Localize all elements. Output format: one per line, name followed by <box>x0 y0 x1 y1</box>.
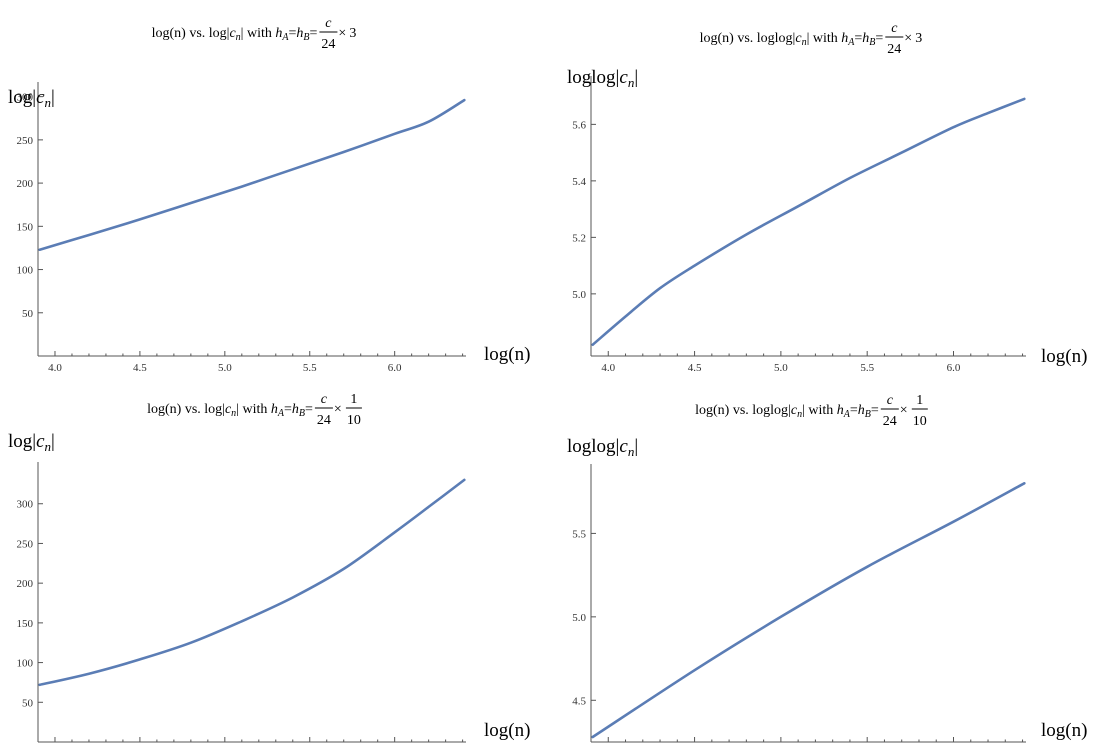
x-tick-label: 6.0 <box>388 362 402 374</box>
x-tick-label: 5.5 <box>860 362 874 374</box>
x-axis-label: log(n) <box>484 720 530 741</box>
series-line <box>38 98 466 251</box>
fraction-denominator: 24 <box>317 413 331 428</box>
fraction-numerator: c <box>321 392 328 407</box>
fraction-numerator: c <box>891 21 898 36</box>
y-axis-label: loglog|cn| <box>567 436 638 459</box>
title-fraction: c 24 <box>885 21 904 57</box>
x-axis-label: log(n) <box>1041 720 1087 741</box>
fraction-numerator: 1 <box>350 392 357 407</box>
times-sign: × <box>334 402 342 417</box>
fraction-denominator: 10 <box>347 413 361 428</box>
y-tick-label: 5.4 <box>572 176 586 188</box>
chart-title-text: log(n) vs. log|cn| with hA=hB= <box>147 402 313 419</box>
chart-title-text: log(n) vs. loglog|cn| with hA=hB= <box>700 31 884 48</box>
x-tick-label: 5.0 <box>218 362 232 374</box>
y-tick-label: 100 <box>17 658 34 670</box>
fraction-denominator: 24 <box>883 414 897 429</box>
y-tick-label: 5.2 <box>572 232 586 244</box>
fraction-denominator: 24 <box>321 37 335 52</box>
y-tick-label: 5.0 <box>572 612 586 624</box>
y-tick-label: 200 <box>17 578 34 590</box>
y-tick-label: 100 <box>17 265 34 277</box>
y-tick-label: 300 <box>17 92 34 104</box>
title-fraction-2: 110 <box>345 392 362 428</box>
fraction-numerator: c <box>887 393 894 408</box>
y-tick-label: 5.6 <box>572 119 586 131</box>
y-tick-label: 250 <box>17 135 34 147</box>
y-tick-label: 5.0 <box>572 289 586 301</box>
y-axis-label: log|cn| <box>8 431 55 454</box>
x-tick-label: 4.0 <box>601 362 615 374</box>
chart-panel-4: 4.04.55.05.56.04.55.05.5loglog|cn|log(n)… <box>567 393 1087 743</box>
fraction-denominator: 24 <box>887 42 901 57</box>
y-axis-label: loglog|cn| <box>567 67 638 90</box>
fraction-numerator: c <box>325 16 332 31</box>
x-tick-label: 5.0 <box>774 362 788 374</box>
chart-title-text: log(n) vs. loglog|cn| with hA=hB= <box>695 403 879 420</box>
title-multiplier: 3 <box>349 26 356 41</box>
x-tick-label: 4.5 <box>688 362 702 374</box>
y-axis-label: log|cn| <box>8 87 55 110</box>
chart-panel-3: 4.04.55.05.56.050100150200250300log|cn|l… <box>8 392 530 743</box>
y-tick-label: 50 <box>22 697 34 709</box>
title-fraction: c 24 <box>314 392 333 428</box>
chart-title: log(n) vs. loglog|cn| with hA=hB=c24×110 <box>695 393 928 429</box>
chart-title-text: log(n) vs. log|cn| with hA=hB= <box>152 26 318 43</box>
chart-title: log(n) vs. log|cn| with hA=hB= c 24× 3 <box>152 16 357 52</box>
times-sign: × <box>900 403 908 418</box>
fraction-denominator: 10 <box>913 414 927 429</box>
chart-title: log(n) vs. loglog|cn| with hA=hB= c 24× 3 <box>700 21 923 57</box>
x-tick-label: 6.0 <box>947 362 961 374</box>
x-axis-label: log(n) <box>1041 346 1087 367</box>
y-tick-label: 5.5 <box>572 528 586 540</box>
y-tick-label: 300 <box>17 499 34 511</box>
title-fraction-2: 110 <box>911 393 928 429</box>
x-axis-label: log(n) <box>484 344 530 365</box>
fraction-numerator: 1 <box>916 393 923 408</box>
title-fraction: c 24 <box>319 16 338 52</box>
series-line <box>591 97 1026 346</box>
y-tick-label: 250 <box>17 538 34 550</box>
title-multiplier: 3 <box>915 31 922 46</box>
x-tick-label: 4.5 <box>133 362 147 374</box>
series-line <box>38 478 466 687</box>
y-tick-label: 200 <box>17 178 34 190</box>
x-tick-label: 5.5 <box>303 362 317 374</box>
times-sign: × <box>338 26 346 41</box>
chart-panel-2: 4.0 4.5 5.0 5.5 6.0 5.0 5.2 5.4 5.6 loglog|cn| log… <box>567 21 1087 374</box>
y-tick-label: 50 <box>22 308 34 320</box>
series-line <box>591 482 1026 739</box>
y-tick-label: 4.5 <box>572 695 586 707</box>
x-tick-label: 4.0 <box>48 362 62 374</box>
times-sign: × <box>904 31 912 46</box>
title-fraction: c 24 <box>880 393 899 429</box>
y-tick-label: 150 <box>17 221 34 233</box>
chart-title: log(n) vs. log|cn| with hA=hB=c24×110 <box>147 392 362 428</box>
y-tick-label: 150 <box>17 618 34 630</box>
